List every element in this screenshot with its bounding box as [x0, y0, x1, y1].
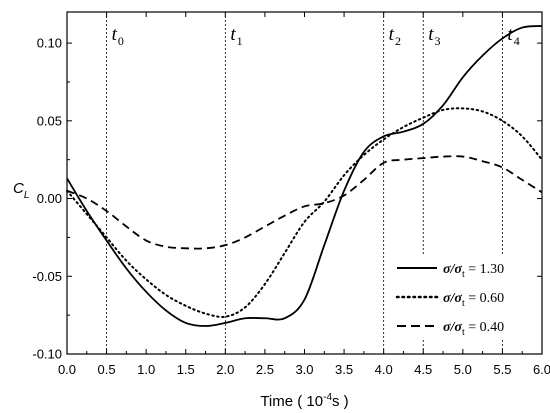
y-tick-label-0: -0.10 [32, 347, 62, 362]
x-tick-label-4: 2.0 [216, 362, 234, 377]
x-tick-label-5: 2.5 [256, 362, 274, 377]
x-tick-label-2: 1.0 [137, 362, 155, 377]
x-tick-label-7: 3.5 [335, 362, 353, 377]
series-line-0 [66, 25, 543, 327]
x-tick-label-3: 1.5 [177, 362, 195, 377]
x-tick-label-0: 0.0 [58, 362, 76, 377]
y-tick-label-2: 0.00 [37, 191, 62, 206]
marker-label-4: t4 [507, 24, 519, 48]
legend-label-0: σ/σt = 1.30 [443, 262, 504, 280]
x-tick-label-9: 4.5 [414, 362, 432, 377]
marker-label-3: t3 [428, 24, 440, 48]
x-tick-label-1: 0.5 [98, 362, 116, 377]
series-lines [66, 25, 543, 327]
marker-label-2: t2 [389, 24, 401, 48]
marker-label-0: t0 [112, 24, 124, 48]
x-tick-label-10: 5.0 [454, 362, 472, 377]
marker-label-1: t1 [230, 24, 242, 48]
x-tick-label-11: 5.5 [493, 362, 511, 377]
y-tick-label-4: 0.10 [37, 36, 62, 51]
legend-label-1: σ/σt = 0.60 [443, 291, 504, 309]
x-tick-label-12: 6.0 [533, 362, 550, 377]
y-tick-label-1: -0.05 [32, 269, 62, 284]
axis-ticks: 0.0 0.5 1.0 1.5 2.0 2.5 3.0 3.5 4.0 4.5 5.0 5.5 6.0 -… [32, 12, 550, 377]
series-line-1 [66, 107, 543, 318]
y-tick-label-3: 0.05 [37, 113, 62, 128]
x-tick-label-6: 3.0 [295, 362, 313, 377]
x-tick-label-8: 4.0 [375, 362, 393, 377]
x-axis-label: Time ( 10-4s ) [260, 392, 348, 410]
series-line-2 [66, 155, 543, 250]
y-axis-title: CL [13, 180, 29, 201]
legend-label-2: σ/σt = 0.40 [443, 320, 504, 338]
y-axis-label: CL [13, 180, 29, 201]
x-axis-title: Time ( 10-4s ) [260, 392, 348, 410]
legend: σ/σt = 1.30 σ/σt = 0.60 σ/σt = 0.40 [392, 256, 540, 340]
